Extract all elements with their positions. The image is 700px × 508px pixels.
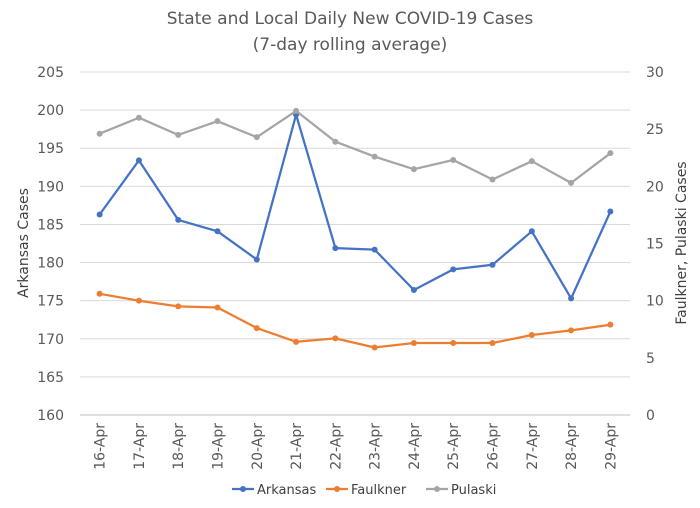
data-point (293, 338, 300, 345)
right-tick-label: 30 (646, 65, 664, 81)
x-tick-label: 26-Apr (486, 423, 502, 470)
data-point (450, 266, 457, 273)
data-point (489, 339, 496, 346)
data-point (607, 321, 614, 328)
data-point (371, 153, 378, 160)
legend-marker (240, 486, 246, 492)
left-tick-label: 180 (37, 256, 64, 272)
data-point (214, 228, 221, 235)
right-tick-label: 5 (646, 351, 655, 367)
legend-label: Faulkner (351, 483, 407, 498)
x-tick-label: 20-Apr (250, 423, 266, 470)
series-arkansas (96, 111, 614, 302)
right-tick-label: 10 (646, 294, 664, 310)
right-tick-label: 25 (646, 122, 664, 138)
data-point (135, 297, 142, 304)
left-tick-label: 170 (37, 332, 64, 348)
x-tick-label: 17-Apr (132, 423, 148, 470)
left-tick-label: 160 (37, 408, 64, 424)
left-tick-label: 205 (37, 65, 64, 81)
data-point (175, 303, 182, 310)
x-tick-label: 18-Apr (171, 423, 187, 470)
data-point (450, 157, 457, 164)
data-point (96, 130, 103, 137)
x-tick-label: 19-Apr (211, 423, 227, 470)
x-tick-label: 16-Apr (93, 423, 109, 470)
data-point (175, 216, 182, 223)
data-point (607, 150, 614, 157)
data-point (214, 118, 221, 125)
series-line (99, 292, 611, 349)
data-point (568, 295, 575, 302)
data-point (528, 158, 535, 165)
left-tick-label: 200 (37, 103, 64, 119)
data-point (410, 339, 417, 346)
data-point (568, 327, 575, 334)
data-point (135, 157, 142, 164)
x-axis-ticks: 16-Apr 17-Apr 18-Apr 19-Apr 20-Apr 21-Apr 22-A… (93, 423, 620, 470)
right-axis-title: Faulkner, Pulaski Cases (674, 161, 690, 324)
left-tick-label: 190 (37, 179, 64, 195)
legend-label: Arkansas (257, 483, 316, 498)
data-point (332, 138, 339, 145)
series-faulkner (96, 290, 614, 351)
series-line (99, 109, 612, 185)
right-tick-label: 15 (646, 237, 664, 253)
legend-marker (434, 486, 440, 492)
data-point (371, 344, 378, 351)
chart-title: State and Local Daily New COVID-19 Cases (167, 9, 534, 29)
series-pulaski (96, 107, 614, 186)
left-tick-label: 185 (37, 217, 64, 233)
series-line (98, 113, 612, 300)
x-tick-label: 28-Apr (564, 423, 580, 470)
data-point (96, 211, 103, 218)
data-point (528, 228, 535, 235)
chart-subtitle: (7-day rolling average) (253, 35, 448, 55)
x-tick-label: 22-Apr (328, 423, 344, 470)
x-tick-label: 27-Apr (525, 423, 541, 470)
legend-label: Pulaski (451, 483, 496, 498)
data-point (410, 166, 417, 173)
legend-marker (334, 486, 340, 492)
data-point (253, 256, 260, 263)
legend-item-arkansas: Arkansas (232, 483, 316, 498)
right-tick-label: 0 (646, 408, 655, 424)
data-point (410, 286, 417, 293)
data-point (96, 290, 103, 297)
data-point (489, 176, 496, 183)
gridlines (80, 71, 630, 378)
data-point (489, 261, 496, 268)
left-axis-ticks: 160 165 170 175 180 185 190 195 200 205 (37, 65, 64, 424)
x-tick-label: 24-Apr (407, 423, 423, 470)
data-point (214, 304, 221, 311)
data-point (332, 245, 339, 252)
right-axis-ticks: 0 5 10 15 20 25 30 (646, 65, 664, 424)
data-point (371, 246, 378, 253)
series (96, 107, 614, 351)
x-tick-label: 23-Apr (368, 423, 384, 470)
legend-item-faulkner: Faulkner (326, 483, 407, 498)
left-axis-title: Arkansas Cases (16, 188, 32, 298)
data-point (253, 134, 260, 141)
data-point (135, 114, 142, 121)
data-point (607, 208, 614, 215)
right-tick-label: 20 (646, 179, 664, 195)
data-point (450, 339, 457, 346)
data-point (568, 179, 575, 186)
x-tick-label: 25-Apr (446, 423, 462, 470)
x-tick-label: 21-Apr (289, 423, 305, 470)
legend: Arkansas Faulkner Pulaski (232, 483, 496, 498)
legend-item-pulaski: Pulaski (426, 483, 496, 498)
left-tick-label: 165 (37, 370, 64, 386)
left-tick-label: 175 (37, 294, 64, 310)
left-tick-label: 195 (37, 141, 64, 157)
x-tick-label: 29-Apr (603, 423, 619, 470)
data-point (528, 331, 535, 338)
data-point (253, 325, 260, 332)
data-point (175, 131, 182, 138)
data-point (293, 107, 300, 114)
data-point (332, 335, 339, 342)
